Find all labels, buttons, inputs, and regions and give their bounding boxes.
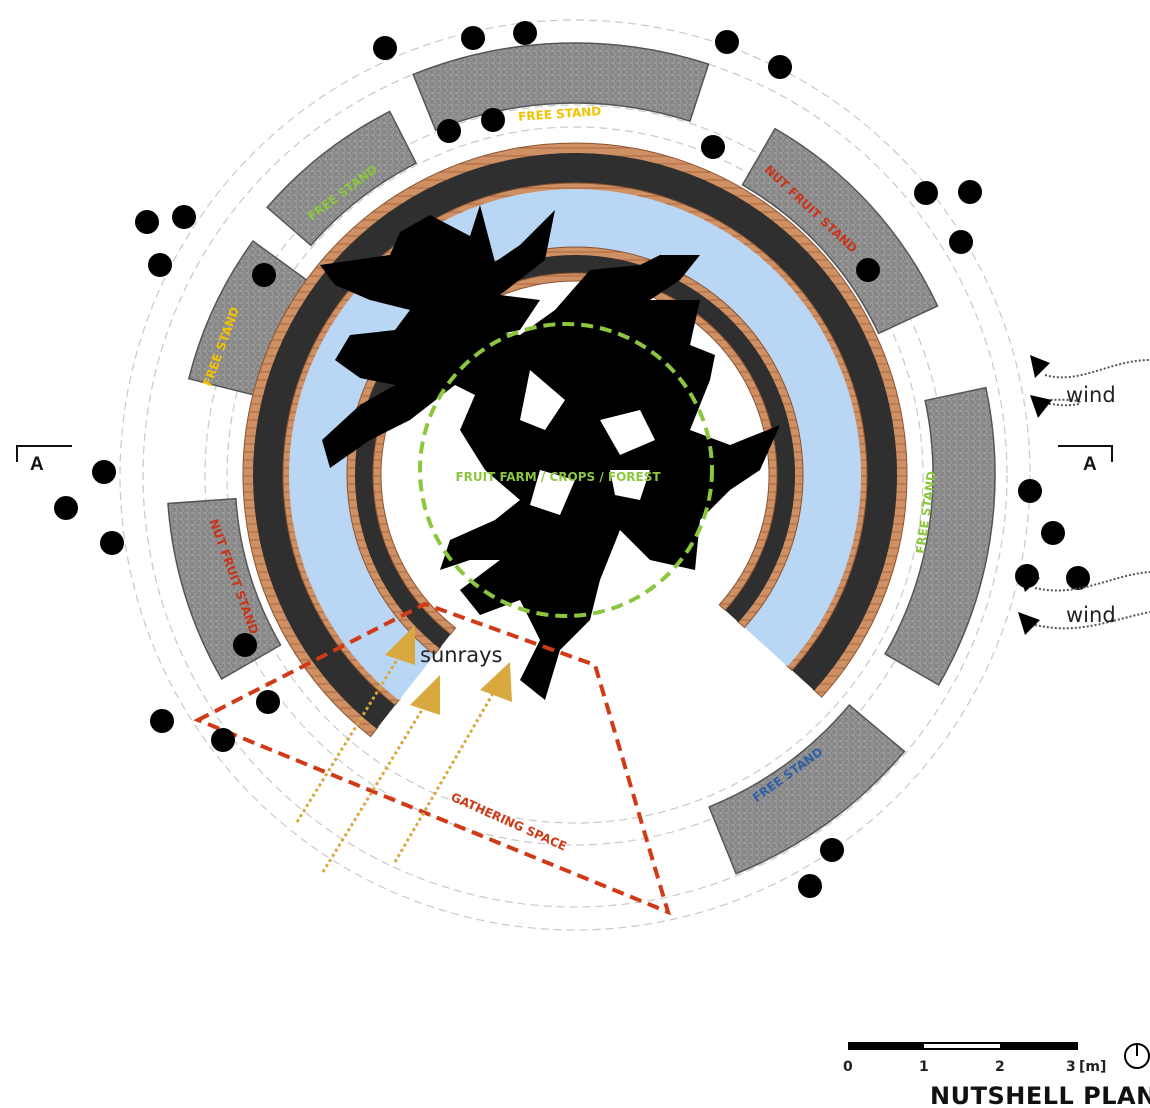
tree-dot [437, 119, 461, 143]
gathering-space-outline [193, 601, 672, 916]
tree-dot [513, 21, 537, 45]
wind-upper: wind [1030, 355, 1150, 418]
scale-tick-2: 2 [995, 1059, 1005, 1075]
wind-lower-label: wind [1066, 603, 1116, 627]
tree-dot [135, 210, 159, 234]
scale-bar: 0 1 2 3 [m] [843, 1042, 1150, 1075]
bench-segment [741, 127, 939, 335]
tree-dot [715, 30, 739, 54]
plan-title: NUTSHELL PLAN [930, 1082, 1150, 1108]
tree-dot [481, 108, 505, 132]
gathering-space-label: GATHERING SPACE [449, 790, 569, 854]
tree-dot [256, 690, 280, 714]
wind-arrow-icon [1030, 355, 1050, 378]
tree-dot [252, 263, 276, 287]
tree-dot [54, 496, 78, 520]
wind-upper-label: wind [1066, 383, 1116, 407]
wind-lower: wind [1018, 570, 1150, 635]
tree-dot [856, 258, 880, 282]
wind-arrow-icon [1018, 570, 1040, 592]
tree-dot [949, 230, 973, 254]
bench-ring [167, 42, 996, 875]
north-arrow-icon [1124, 1043, 1150, 1069]
bench-segment [884, 386, 996, 687]
bench-segment [412, 42, 710, 132]
sunray-arrow-icon [410, 675, 440, 715]
scale-tick-0: 0 [843, 1059, 853, 1075]
bench-segment [708, 704, 906, 875]
tree-dot [820, 838, 844, 862]
wind-arrow-icon [1018, 612, 1040, 635]
tree-dot [701, 135, 725, 159]
sunrays-group: sunrays [295, 625, 512, 873]
tree-canopy [320, 205, 780, 700]
section-marker-right-label: A [1083, 454, 1097, 475]
tree-dot [914, 181, 938, 205]
tree-dot [172, 205, 196, 229]
sunray-arrow-icon [385, 625, 415, 665]
tree-dot [798, 874, 822, 898]
tree-dot [1041, 521, 1065, 545]
tree-dot [768, 55, 792, 79]
tree-dot [100, 531, 124, 555]
section-marker-left-label: A [30, 454, 44, 475]
wind-arrow-icon [1030, 395, 1052, 418]
scale-tick-1: 1 [919, 1059, 929, 1075]
section-marker-left: A [16, 445, 72, 475]
section-marker-right: A [1058, 445, 1113, 475]
tree-dot [1066, 566, 1090, 590]
tree-dot [148, 253, 172, 277]
tree-dots [54, 21, 1090, 898]
tree-dot [92, 460, 116, 484]
tree-dot [958, 180, 982, 204]
bench-segment [266, 110, 418, 247]
center-label: FRUIT FARM / CROPS / FOREST [455, 470, 661, 484]
bench-segment [167, 497, 282, 681]
sunray-arrow-icon [480, 662, 512, 702]
tree-dot [373, 36, 397, 60]
free-stand-top-label: FREE STAND [518, 104, 602, 124]
tree-dot [233, 633, 257, 657]
center-crop-circle [418, 322, 714, 618]
scale-tick-3: 3 [1066, 1059, 1076, 1075]
sunrays-label: sunrays [420, 643, 502, 667]
scale-unit: [m] [1079, 1059, 1106, 1075]
tree-dot [461, 26, 485, 50]
tree-dot [1018, 479, 1042, 503]
tree-dot [150, 709, 174, 733]
tree-dot [211, 728, 235, 752]
